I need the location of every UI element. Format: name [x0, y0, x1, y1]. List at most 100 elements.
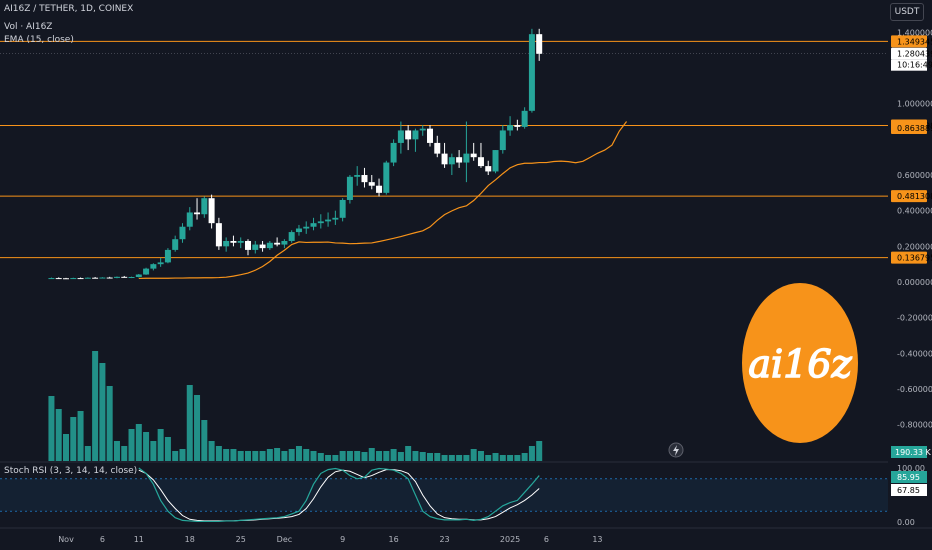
volume-bar	[259, 451, 266, 461]
candle-body	[390, 142, 397, 163]
volume-bar	[99, 363, 106, 461]
candle-body	[521, 110, 528, 127]
candle-body	[157, 262, 164, 265]
price-label-bg	[891, 35, 927, 48]
volume-bar	[135, 424, 142, 461]
currency-button[interactable]: USDT	[890, 3, 924, 21]
candle-body	[492, 150, 499, 172]
volume-bar	[48, 396, 55, 461]
countdown-label: 10:16:49	[897, 61, 932, 70]
volume-bar	[448, 455, 455, 461]
volume-legend[interactable]: Vol · AI16Z	[4, 22, 53, 32]
price-label-bg	[891, 251, 927, 264]
candle-body	[230, 240, 237, 243]
volume-bar	[514, 455, 521, 461]
hlines-layer	[0, 40, 888, 259]
volume-bar	[128, 429, 135, 461]
volume-bar	[485, 455, 492, 461]
candle-body	[332, 217, 339, 220]
candle-body	[499, 130, 506, 151]
ema-layer	[138, 121, 628, 280]
candle-body	[376, 185, 383, 193]
volume-bar	[368, 448, 375, 461]
candle-body	[346, 176, 353, 200]
price-label: 0.863889	[897, 124, 932, 133]
stoch-k-label: 85.95	[897, 473, 920, 482]
price-axis-bg	[888, 0, 932, 550]
candle-body	[477, 157, 484, 167]
volume-bar	[470, 449, 477, 461]
volume-bar	[237, 451, 244, 461]
candle-body	[92, 277, 99, 279]
candle-body	[245, 240, 251, 250]
price-tick-label: 0.600000	[897, 171, 932, 180]
time-tick-label: 23	[439, 535, 449, 544]
candle-body	[536, 34, 543, 54]
candle-body	[281, 240, 288, 245]
volume-bar	[70, 417, 77, 461]
ema-line	[138, 121, 628, 280]
volume-bar	[390, 449, 397, 461]
candle-body	[310, 223, 317, 227]
volume-bar	[427, 453, 433, 461]
time-tick-label: 2025	[500, 535, 520, 544]
candle-body	[55, 278, 62, 280]
volume-bar	[194, 395, 201, 461]
candle-body	[164, 249, 171, 263]
volume-bar	[499, 455, 506, 461]
volume-bar	[164, 437, 171, 461]
volume-bar	[434, 453, 441, 461]
candle-body	[295, 228, 302, 233]
volume-bar	[84, 446, 91, 461]
candle-body	[150, 264, 157, 269]
volume-bar	[63, 434, 69, 461]
candle-body	[215, 223, 222, 247]
candle-body	[172, 239, 179, 250]
candle-body	[317, 221, 324, 224]
volume-bar	[325, 455, 332, 461]
time-tick-label: 11	[134, 535, 144, 544]
volume-bar	[361, 452, 368, 461]
volume-bar	[215, 446, 222, 461]
stoch-legend[interactable]: Stoch RSI (3, 3, 14, 14, close)	[4, 466, 138, 476]
candle-body	[412, 130, 419, 140]
candle-body	[434, 142, 441, 154]
replay-icon[interactable]	[668, 442, 684, 458]
price-tick-label: 1.400000	[897, 28, 932, 37]
price-label-bg	[891, 190, 927, 203]
price-tick-label: -0.400000	[897, 349, 932, 358]
price-axis[interactable]: 1.400000 1.000000 0.600000 0.400000 0.200000…	[888, 0, 932, 550]
time-axis[interactable]: Nov 6 11 18 25 Dec 9 16 23 2025 6 13	[0, 527, 932, 544]
volume-bar	[252, 451, 259, 461]
candle-body	[77, 278, 84, 280]
stoch-layer	[0, 461, 888, 523]
volume-bar	[412, 451, 419, 461]
time-tick-label: 25	[236, 535, 246, 544]
candle-body	[106, 277, 113, 279]
stoch-band	[0, 478, 888, 512]
candle-body	[528, 34, 535, 111]
volume-bar	[303, 449, 310, 461]
candle-body	[128, 277, 135, 279]
candle-body	[84, 277, 91, 279]
candle-body	[368, 182, 375, 186]
candle-body	[361, 175, 368, 183]
candle-body	[419, 128, 426, 131]
candle-body	[121, 276, 128, 278]
ema-legend[interactable]: EMA (15, close)	[4, 35, 74, 45]
volume-bar	[492, 453, 499, 461]
volume-bar	[150, 441, 157, 461]
symbol-legend[interactable]: AI16Z / TETHER, 1D, COINEX	[4, 4, 134, 14]
volume-bar	[332, 455, 339, 461]
volume-bar	[172, 451, 179, 461]
volume-bar	[77, 411, 84, 461]
candles-layer	[48, 28, 543, 280]
volume-bar	[317, 453, 324, 461]
candle-body	[325, 219, 332, 222]
time-tick-label: 9	[340, 535, 345, 544]
candle-body	[397, 130, 404, 143]
volume-bar	[507, 455, 514, 461]
volume-bar	[383, 451, 390, 461]
candle-body	[208, 198, 215, 224]
